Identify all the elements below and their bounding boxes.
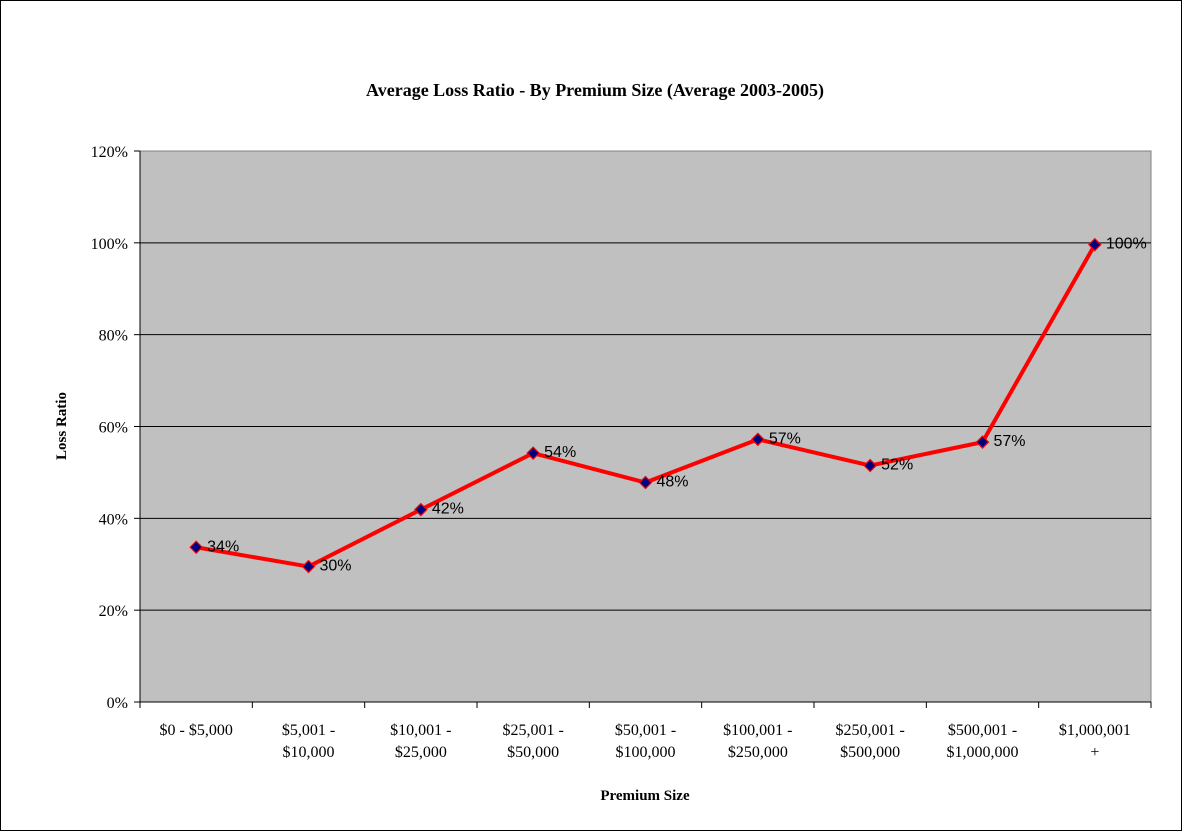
data-point (189, 540, 204, 555)
data-point (638, 475, 653, 490)
y-tick-label: 0% (107, 695, 128, 712)
x-tick-label: $10,001 -$25,000 (390, 722, 451, 761)
data-label: 30% (320, 558, 352, 575)
x-tick-label: $50,001 -$100,000 (615, 722, 676, 761)
data-point (975, 435, 990, 449)
data-label: 48% (657, 474, 689, 491)
y-tick-label: 40% (99, 511, 128, 528)
y-axis-label: Loss Ratio (54, 392, 70, 460)
y-tick-label: 100% (91, 236, 128, 253)
chart-title: Average Loss Ratio - By Premium Size (Av… (366, 80, 824, 101)
data-point (1087, 237, 1102, 252)
data-label: 34% (207, 538, 239, 555)
data-label: 42% (432, 501, 464, 518)
data-label: 57% (769, 430, 801, 447)
y-tick-label: 80% (99, 328, 128, 345)
y-tick-label: 20% (99, 603, 128, 620)
x-axis-label: Premium Size (600, 788, 690, 804)
data-label: 52% (881, 457, 913, 474)
data-point (526, 446, 541, 460)
data-point (301, 559, 316, 574)
data-label: 100% (1106, 236, 1147, 253)
y-tick-label: 60% (99, 420, 128, 437)
data-point (413, 502, 428, 517)
y-tick-label: 120% (91, 144, 128, 161)
data-point (750, 432, 765, 447)
data-label: 57% (994, 433, 1026, 450)
x-tick-label: $25,001 -$50,000 (503, 722, 564, 761)
x-tick-label: $1,000,001 + (1059, 722, 1131, 761)
x-tick-label: $250,001 -$500,000 (836, 722, 905, 761)
x-tick-label: $0 - $5,000 (160, 722, 233, 739)
data-point (863, 458, 878, 473)
x-tick-label: $5,001 -$10,000 (282, 722, 335, 761)
data-label: 54% (544, 444, 576, 461)
x-tick-label: $500,001 -$1,000,000 (947, 722, 1019, 761)
x-tick-label: $100,001 -$250,000 (723, 722, 792, 761)
